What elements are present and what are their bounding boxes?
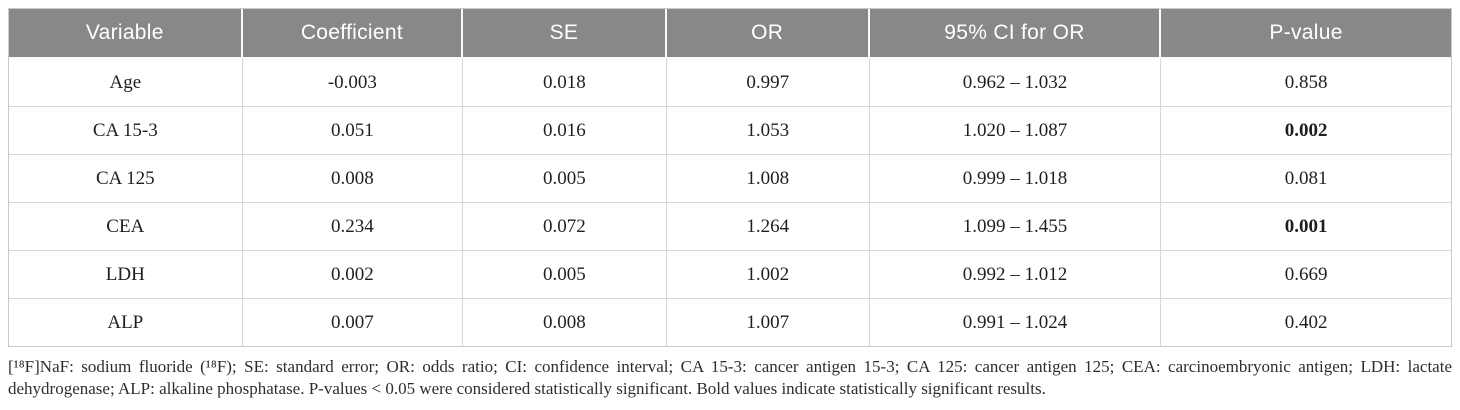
table-row-alp: ALP 0.007 0.008 1.007 0.991 – 1.024 0.40…: [9, 298, 1451, 346]
cell-or: 1.264: [666, 202, 870, 250]
cell-ci: 1.099 – 1.455: [869, 202, 1162, 250]
cell-ci: 0.999 – 1.018: [869, 154, 1162, 202]
table-row-cea: CEA 0.234 0.072 1.264 1.099 – 1.455 0.00…: [9, 202, 1451, 250]
cell-coefficient: 0.008: [242, 154, 464, 202]
cell-coefficient: 0.234: [242, 202, 464, 250]
cell-pvalue: 0.858: [1161, 59, 1451, 106]
cell-se: 0.018: [463, 59, 667, 106]
table-row-age: Age -0.003 0.018 0.997 0.962 – 1.032 0.8…: [9, 59, 1451, 106]
cell-pvalue: 0.002: [1161, 106, 1451, 154]
regression-results-table: Variable Coefficient SE OR 95% CI for OR…: [8, 8, 1452, 347]
column-header-se: SE: [463, 9, 667, 59]
cell-pvalue: 0.669: [1161, 250, 1451, 298]
cell-variable: LDH: [9, 250, 243, 298]
cell-or: 1.053: [666, 106, 870, 154]
column-header-ci: 95% CI for OR: [869, 9, 1162, 59]
cell-or: 0.997: [666, 59, 870, 106]
cell-ci: 0.962 – 1.032: [869, 59, 1162, 106]
cell-or: 1.002: [666, 250, 870, 298]
cell-coefficient: 0.002: [242, 250, 464, 298]
cell-pvalue: 0.001: [1161, 202, 1451, 250]
cell-variable: CEA: [9, 202, 243, 250]
cell-ci: 0.992 – 1.012: [869, 250, 1162, 298]
column-header-coefficient: Coefficient: [242, 9, 464, 59]
cell-or: 1.008: [666, 154, 870, 202]
cell-variable: Age: [9, 59, 243, 106]
table-header: Variable Coefficient SE OR 95% CI for OR…: [9, 9, 1451, 59]
cell-or: 1.007: [666, 298, 870, 346]
cell-ci: 1.020 – 1.087: [869, 106, 1162, 154]
cell-se: 0.008: [463, 298, 667, 346]
cell-coefficient: 0.007: [242, 298, 464, 346]
cell-pvalue: 0.081: [1161, 154, 1451, 202]
column-header-variable: Variable: [9, 9, 243, 59]
cell-se: 0.016: [463, 106, 667, 154]
cell-se: 0.005: [463, 154, 667, 202]
table-row-ca125: CA 125 0.008 0.005 1.008 0.999 – 1.018 0…: [9, 154, 1451, 202]
cell-variable: CA 15-3: [9, 106, 243, 154]
cell-pvalue: 0.402: [1161, 298, 1451, 346]
column-header-pvalue: P-value: [1161, 9, 1451, 59]
table-row-ldh: LDH 0.002 0.005 1.002 0.992 – 1.012 0.66…: [9, 250, 1451, 298]
table-row-ca15-3: CA 15-3 0.051 0.016 1.053 1.020 – 1.087 …: [9, 106, 1451, 154]
cell-variable: CA 125: [9, 154, 243, 202]
cell-ci: 0.991 – 1.024: [869, 298, 1162, 346]
cell-coefficient: -0.003: [242, 59, 464, 106]
cell-variable: ALP: [9, 298, 243, 346]
table-body: Age -0.003 0.018 0.997 0.962 – 1.032 0.8…: [9, 59, 1451, 346]
column-header-or: OR: [666, 9, 870, 59]
table-footnote: [¹⁸F]NaF: sodium fluoride (¹⁸F); SE: sta…: [8, 357, 1452, 398]
cell-coefficient: 0.051: [242, 106, 464, 154]
header-row: Variable Coefficient SE OR 95% CI for OR…: [9, 9, 1451, 59]
cell-se: 0.005: [463, 250, 667, 298]
cell-se: 0.072: [463, 202, 667, 250]
